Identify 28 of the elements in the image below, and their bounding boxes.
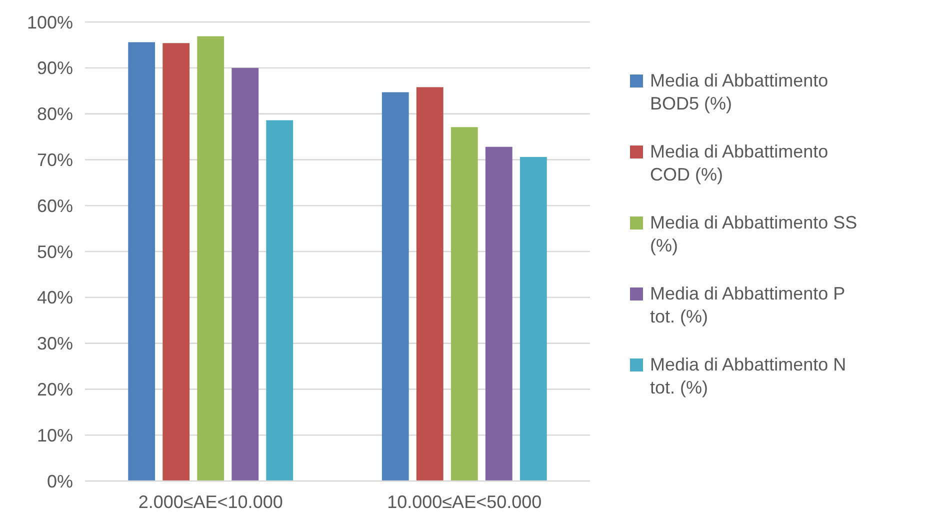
y-tick-label: 10% <box>36 425 73 446</box>
bar <box>416 87 444 481</box>
y-tick-label: 30% <box>36 334 73 354</box>
y-tick-label: 40% <box>36 288 73 308</box>
y-tick-label: 50% <box>36 242 73 262</box>
y-tick-label: 90% <box>36 58 73 78</box>
y-tick-label: 80% <box>36 104 73 124</box>
bar <box>266 120 294 481</box>
bar <box>128 42 156 481</box>
bar <box>232 68 259 481</box>
legend-label: Media di Abbattimento P tot. (%) <box>650 284 846 326</box>
legend-label: Media di Abbattimento BOD5 (%) <box>650 70 828 114</box>
x-tick-label: 10.000≤AE<50.000 <box>387 492 542 512</box>
bar <box>162 43 190 481</box>
legend-label: Media di Abbattimento N tot. (%) <box>650 354 846 398</box>
bar <box>485 146 512 481</box>
bar <box>450 127 478 481</box>
bar <box>197 36 224 481</box>
legend-label: Media di Abbattimento SS (%) <box>650 212 858 256</box>
y-tick-label: 0% <box>46 471 73 492</box>
legend-label: Media di Abbattimento COD (%) <box>650 142 828 184</box>
y-tick-label: 70% <box>36 150 73 170</box>
y-tick-label: 60% <box>36 196 73 216</box>
y-tick-label: 100% <box>26 12 73 32</box>
x-tick-label: 2.000≤AE<10.000 <box>138 492 283 512</box>
bar <box>382 92 409 481</box>
bar <box>520 156 547 481</box>
y-tick-label: 20% <box>36 380 73 400</box>
